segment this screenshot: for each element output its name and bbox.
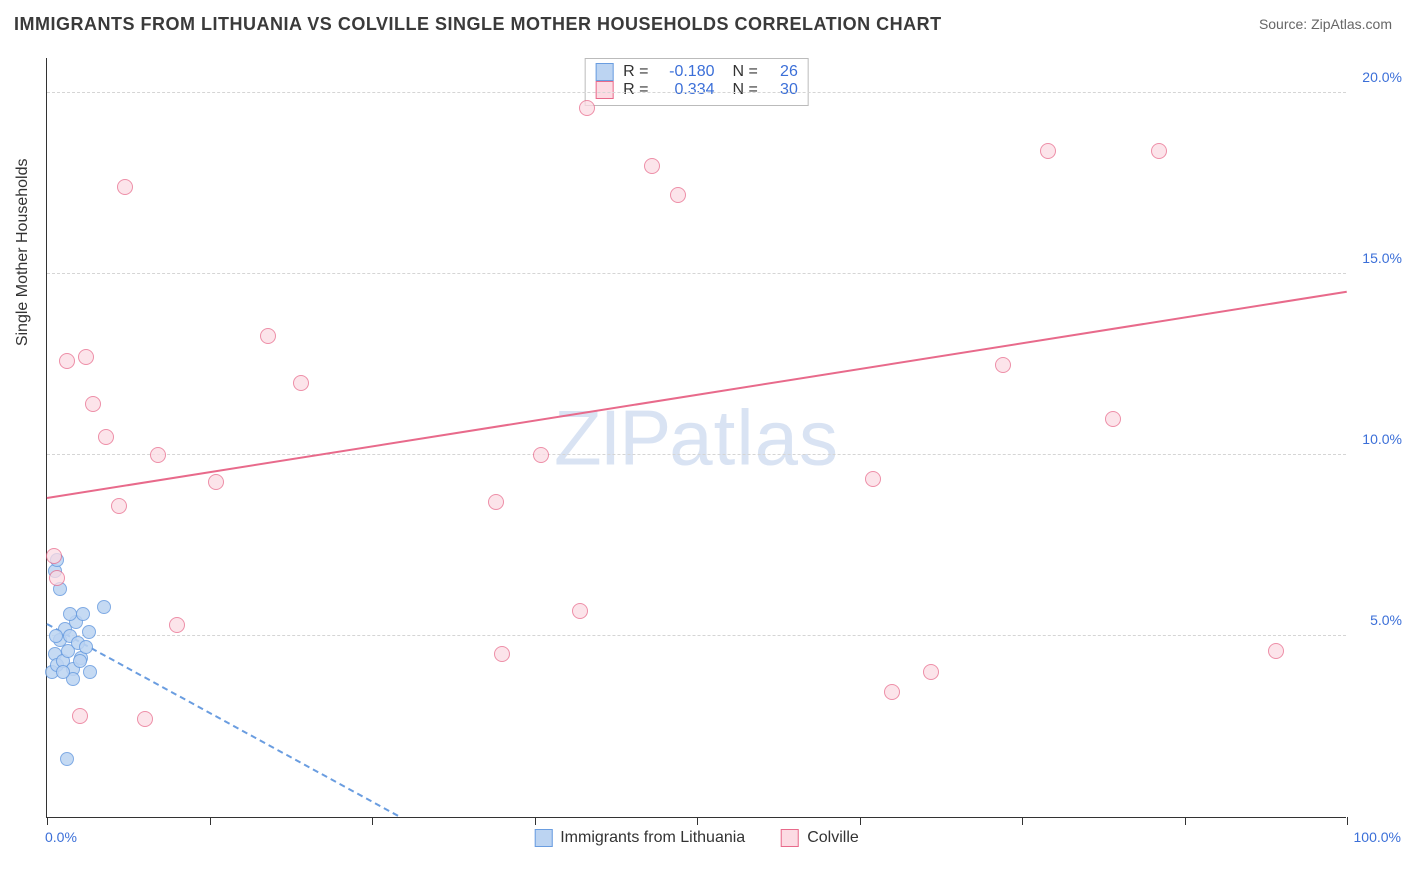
stats-row-colville: R = 0.334 N = 30: [595, 81, 798, 99]
stats-legend-box: R = -0.180 N = 26 R = 0.334 N = 30: [584, 58, 809, 106]
trend-line-lithuania: [47, 623, 399, 817]
x-tick: [372, 817, 373, 825]
x-tick: [1185, 817, 1186, 825]
data-point-colville: [884, 684, 900, 700]
data-point-colville: [49, 570, 65, 586]
source-name: ZipAtlas.com: [1311, 16, 1392, 32]
data-point-colville: [670, 187, 686, 203]
x-tick: [210, 817, 211, 825]
source-prefix: Source:: [1259, 16, 1311, 32]
data-point-lithuania: [49, 629, 63, 643]
data-point-colville: [488, 494, 504, 510]
data-point-colville: [1105, 411, 1121, 427]
legend-swatch-colville: [781, 829, 799, 847]
data-point-lithuania: [60, 752, 74, 766]
legend-swatch-lithuania: [534, 829, 552, 847]
n-value-lithuania: 26: [768, 63, 798, 81]
n-label: N =: [733, 81, 758, 99]
x-tick: [1347, 817, 1348, 825]
y-tick-label: 15.0%: [1350, 250, 1402, 266]
data-point-lithuania: [97, 600, 111, 614]
r-value-colville: 0.334: [659, 81, 715, 99]
data-point-colville: [923, 664, 939, 680]
gridline-y: [47, 273, 1346, 274]
watermark-part-b: atlas: [669, 393, 839, 481]
legend-item-colville: Colville: [781, 829, 859, 847]
data-point-lithuania: [82, 625, 96, 639]
source-attribution: Source: ZipAtlas.com: [1259, 16, 1392, 32]
legend-label-lithuania: Immigrants from Lithuania: [560, 829, 745, 847]
data-point-colville: [1040, 143, 1056, 159]
data-point-colville: [494, 646, 510, 662]
data-point-colville: [78, 349, 94, 365]
data-point-colville: [208, 474, 224, 490]
x-tick: [860, 817, 861, 825]
data-point-colville: [59, 353, 75, 369]
data-point-colville: [644, 158, 660, 174]
y-tick-label: 20.0%: [1350, 69, 1402, 85]
legend-label-colville: Colville: [807, 829, 859, 847]
x-tick: [697, 817, 698, 825]
data-point-colville: [865, 471, 881, 487]
x-tick: [47, 817, 48, 825]
data-point-colville: [72, 708, 88, 724]
y-axis-label: Single Mother Households: [14, 158, 32, 346]
data-point-lithuania: [73, 654, 87, 668]
data-point-colville: [46, 548, 62, 564]
gridline-y: [47, 92, 1346, 93]
legend-swatch-lithuania: [595, 63, 613, 81]
data-point-colville: [150, 447, 166, 463]
watermark-part-a: ZIP: [554, 393, 669, 481]
x-tick: [535, 817, 536, 825]
series-legend: Immigrants from Lithuania Colville: [534, 829, 859, 847]
data-point-lithuania: [56, 665, 70, 679]
data-point-colville: [260, 328, 276, 344]
watermark: ZIPatlas: [554, 392, 839, 483]
legend-swatch-colville: [595, 81, 613, 99]
data-point-colville: [169, 617, 185, 633]
legend-item-lithuania: Immigrants from Lithuania: [534, 829, 745, 847]
data-point-colville: [137, 711, 153, 727]
data-point-colville: [579, 100, 595, 116]
y-tick-label: 5.0%: [1350, 612, 1402, 628]
scatter-chart: ZIPatlas R =-0.180N =26R =0.334N =30 Imm…: [46, 58, 1346, 818]
n-label: N =: [733, 63, 758, 81]
r-label: R =: [623, 63, 648, 81]
gridline-y: [47, 454, 1346, 455]
x-tick: [1022, 817, 1023, 825]
r-label: R =: [623, 81, 648, 99]
n-value-colville: 30: [768, 81, 798, 99]
r-value-lithuania: -0.180: [659, 63, 715, 81]
data-point-colville: [85, 396, 101, 412]
data-point-colville: [1151, 143, 1167, 159]
y-tick-label: 10.0%: [1350, 431, 1402, 447]
data-point-colville: [117, 179, 133, 195]
gridline-y: [47, 635, 1346, 636]
x-tick-label: 0.0%: [45, 829, 77, 845]
data-point-lithuania: [76, 607, 90, 621]
chart-title: IMMIGRANTS FROM LITHUANIA VS COLVILLE SI…: [14, 14, 942, 35]
trend-line-colville: [47, 290, 1347, 498]
x-tick-label: 100.0%: [1354, 829, 1401, 845]
data-point-lithuania: [79, 640, 93, 654]
data-point-lithuania: [83, 665, 97, 679]
data-point-colville: [293, 375, 309, 391]
data-point-colville: [572, 603, 588, 619]
stats-row-lithuania: R = -0.180 N = 26: [595, 63, 798, 81]
data-point-colville: [1268, 643, 1284, 659]
data-point-colville: [111, 498, 127, 514]
data-point-colville: [533, 447, 549, 463]
data-point-colville: [995, 357, 1011, 373]
data-point-colville: [98, 429, 114, 445]
data-point-lithuania: [63, 607, 77, 621]
